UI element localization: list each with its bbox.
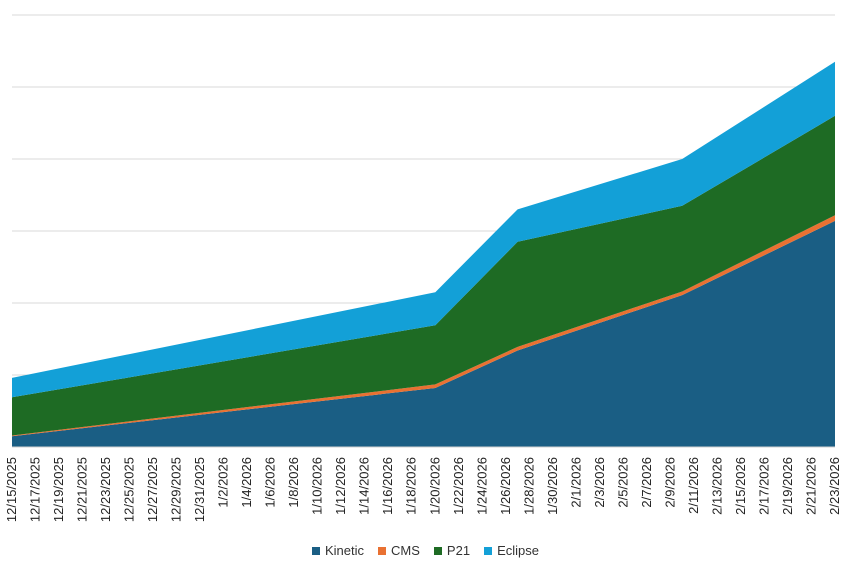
x-tick-label: 2/5/2026	[615, 457, 630, 508]
x-tick-label: 2/11/2026	[686, 457, 701, 514]
x-tick-label: 2/15/2026	[733, 457, 748, 515]
legend-label: P21	[446, 543, 471, 558]
area-p21	[12, 115, 835, 436]
x-tick-label: 1/10/2026	[310, 457, 325, 515]
x-tick-label: 1/16/2026	[380, 457, 395, 515]
legend-item-cms: CMS	[378, 543, 420, 558]
x-tick-label: 1/14/2026	[357, 457, 372, 515]
legend-item-p21: P21	[433, 543, 471, 558]
legend-item-eclipse: Eclipse	[484, 543, 539, 558]
x-tick-label: 1/12/2026	[333, 457, 348, 515]
series-areas	[12, 61, 835, 447]
x-tick-label: 12/19/2025	[51, 457, 66, 522]
x-tick-label: 1/22/2026	[451, 457, 466, 515]
x-tick-label: 2/13/2026	[709, 457, 724, 515]
x-tick-label: 1/20/2026	[427, 457, 442, 515]
x-tick-label: 2/17/2026	[757, 457, 772, 515]
x-tick-label: 12/27/2025	[145, 457, 160, 522]
x-tick-label: 12/29/2025	[169, 457, 184, 522]
x-tick-label: 1/4/2026	[239, 457, 254, 508]
x-tick-label: 1/18/2026	[404, 457, 419, 515]
x-tick-label: 1/28/2026	[521, 457, 536, 515]
x-tick-label: 12/25/2025	[122, 457, 137, 522]
chart-legend: Kinetic CMS P21 Eclipse	[0, 543, 851, 558]
legend-item-kinetic: Kinetic	[312, 543, 364, 558]
x-tick-label: 2/21/2026	[804, 457, 819, 515]
x-tick-label: 12/21/2025	[75, 457, 90, 522]
x-tick-label: 12/17/2025	[28, 457, 43, 522]
x-tick-label: 2/23/2026	[827, 457, 842, 515]
x-tick-label: 1/8/2026	[286, 457, 301, 508]
legend-swatch	[433, 546, 442, 555]
x-tick-label: 12/23/2025	[98, 457, 113, 522]
x-tick-label: 2/7/2026	[639, 457, 654, 508]
legend-swatch	[378, 546, 387, 555]
x-tick-label: 2/3/2026	[592, 457, 607, 508]
x-tick-label: 1/24/2026	[474, 457, 489, 515]
area-kinetic	[12, 220, 835, 447]
x-tick-label: 12/31/2025	[192, 457, 207, 522]
x-tick-label: 2/9/2026	[662, 457, 677, 508]
x-tick-label: 1/26/2026	[498, 457, 513, 515]
x-tick-label: 12/15/2025	[4, 457, 19, 522]
x-tick-labels: 12/15/2025 12/17/2025 12/19/2025 12/21/2025…	[4, 457, 842, 522]
legend-swatch	[484, 546, 493, 555]
x-tick-label: 2/1/2026	[568, 457, 583, 508]
area-eclipse	[12, 61, 835, 398]
legend-label: Eclipse	[497, 543, 539, 558]
x-tick-label: 1/6/2026	[263, 457, 278, 508]
x-tick-label: 1/30/2026	[545, 457, 560, 515]
legend-label: CMS	[391, 543, 420, 558]
x-tick-label: 2/19/2026	[780, 457, 795, 515]
legend-label: Kinetic	[325, 543, 365, 558]
legend-swatch	[312, 546, 320, 555]
x-tick-label: 1/2/2026	[216, 457, 231, 508]
